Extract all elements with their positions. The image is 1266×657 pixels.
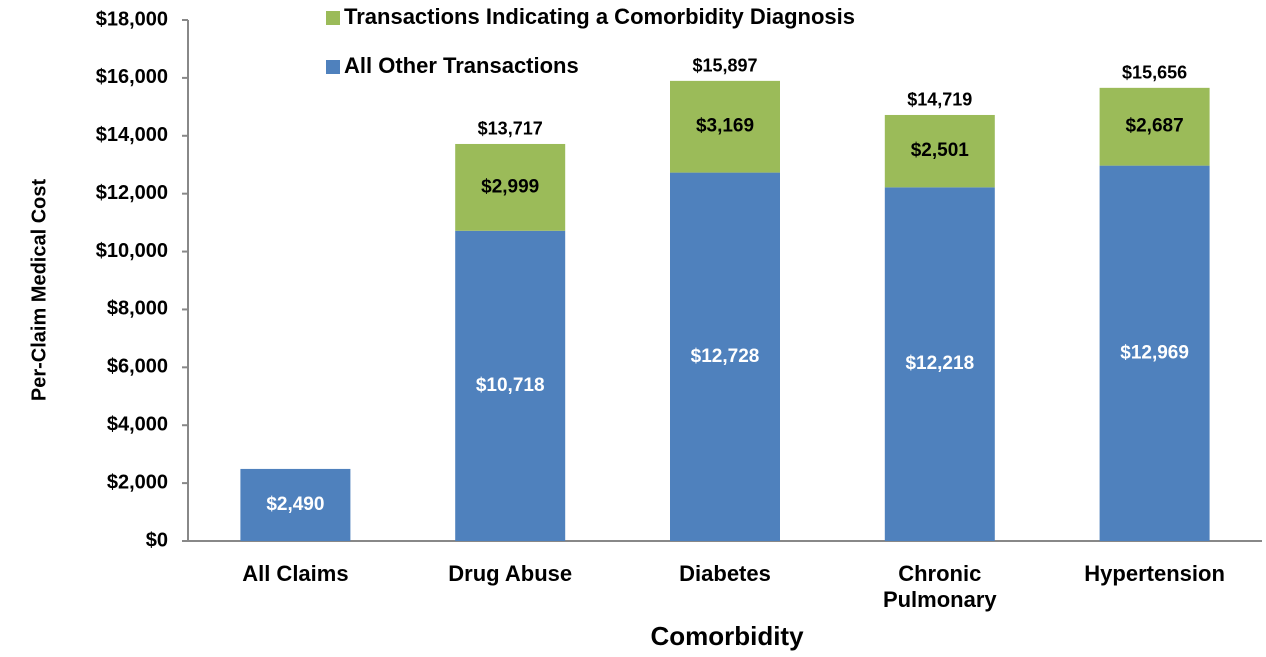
- total-label: $15,656: [1122, 63, 1187, 83]
- y-tick-label: $12,000: [96, 182, 168, 204]
- bar-value-label: $10,718: [476, 375, 545, 396]
- total-label: $13,717: [478, 119, 543, 139]
- bar-value-label: $2,490: [266, 494, 324, 515]
- bar-segment: [240, 468, 351, 541]
- bar-value-label: $2,687: [1126, 116, 1184, 137]
- bar-value-label: $12,969: [1120, 342, 1189, 363]
- bar-segment: [670, 80, 780, 173]
- legend-label: All Other Transactions: [344, 53, 579, 78]
- bar-value-label: $3,169: [696, 116, 754, 137]
- x-axis-title: Comorbidity: [650, 621, 804, 651]
- bar-segment: [1099, 87, 1210, 166]
- y-tick-label: $0: [146, 529, 168, 551]
- bar-segment: [884, 187, 995, 541]
- y-tick-label: $8,000: [107, 298, 168, 320]
- legend-swatch: [326, 11, 340, 25]
- total-label: $14,719: [907, 90, 972, 110]
- bar-segment: [884, 114, 995, 188]
- bar-segment: [455, 230, 566, 541]
- y-tick-label: $2,000: [107, 471, 168, 493]
- y-tick-label: $10,000: [96, 240, 168, 262]
- y-tick-label: $14,000: [96, 124, 168, 146]
- bar-segment: [455, 143, 566, 231]
- legend-swatch: [326, 60, 340, 74]
- x-tick-label: Drug Abuse: [448, 561, 573, 586]
- bar-value-label: $12,218: [905, 353, 974, 374]
- y-tick-label: $16,000: [96, 66, 168, 88]
- y-tick-label: $4,000: [107, 414, 168, 436]
- y-axis-title: Per-Claim Medical Cost: [28, 179, 50, 402]
- x-tick-label: All Claims: [242, 561, 349, 586]
- y-tick-label: $18,000: [96, 8, 168, 30]
- legend-label: Transactions Indicating a Comorbidity Di…: [344, 4, 855, 29]
- x-tick-label: Diabetes: [679, 561, 771, 586]
- x-tick-label: Chronic Pulmonary: [882, 561, 997, 612]
- y-tick-label: $6,000: [107, 356, 168, 378]
- bar-value-label: $12,728: [691, 346, 760, 367]
- total-label: $15,897: [692, 56, 757, 76]
- bar-value-label: $2,501: [911, 140, 970, 161]
- bar-segment: [1099, 165, 1210, 541]
- x-tick-label: Hypertension: [1084, 561, 1225, 586]
- bar-value-label: $2,999: [481, 176, 539, 197]
- bar-segment: [670, 172, 780, 542]
